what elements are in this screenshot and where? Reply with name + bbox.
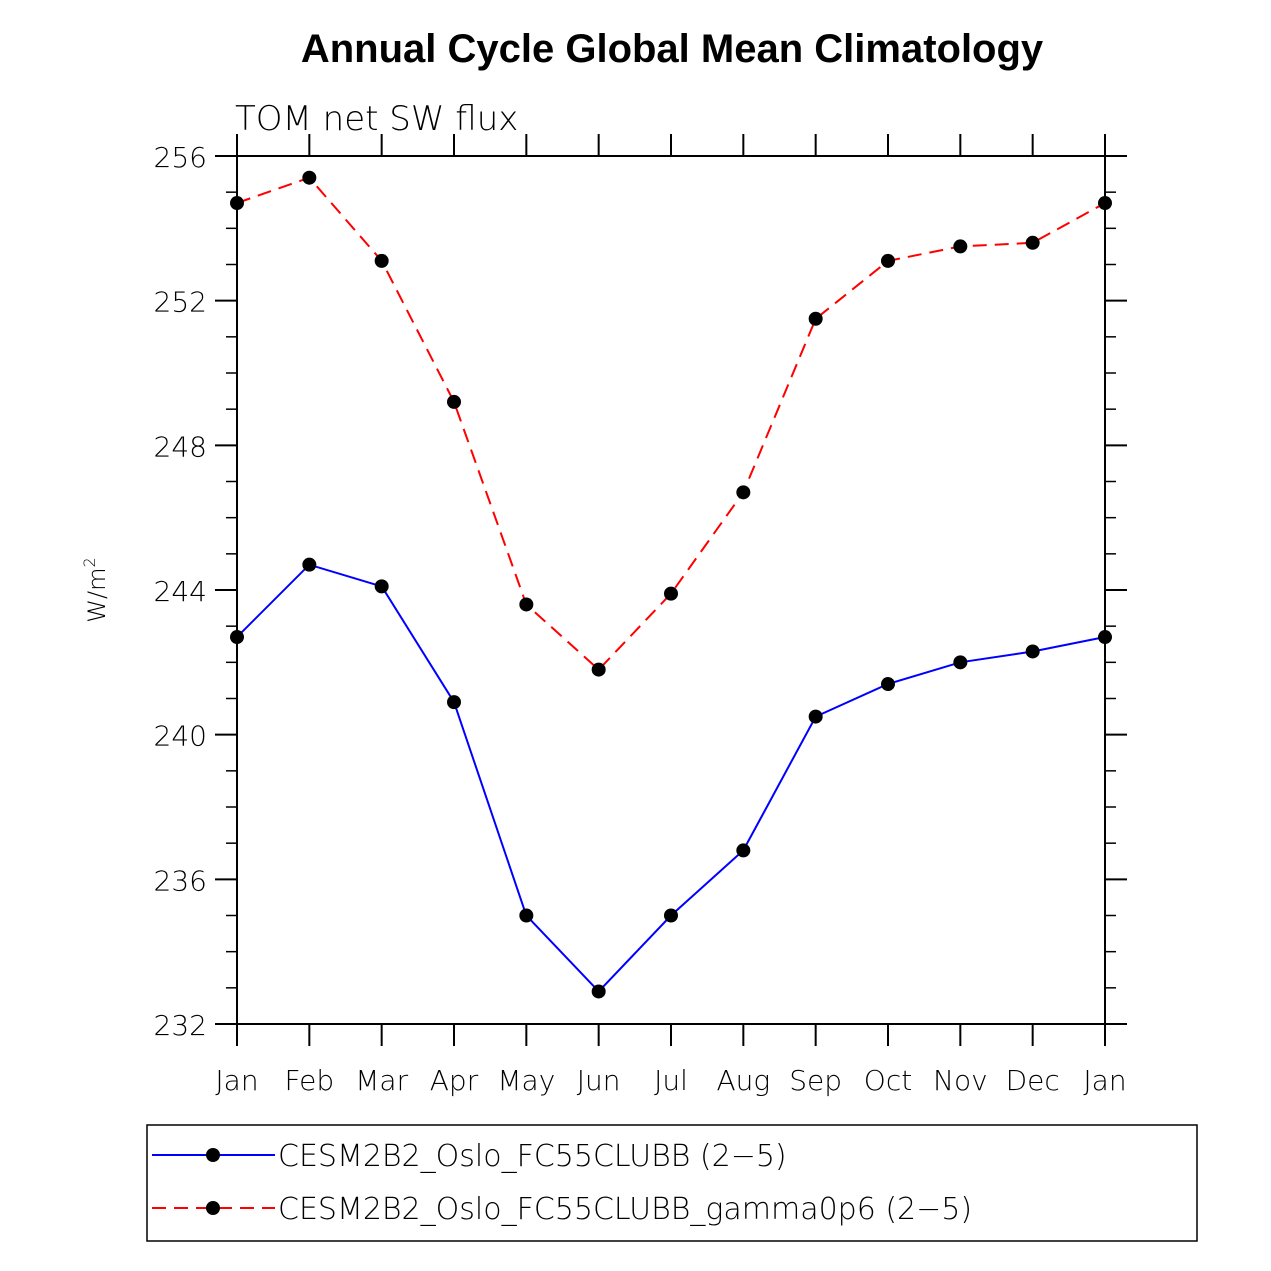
- y-tick-label: 252: [154, 286, 207, 319]
- chart-title: Annual Cycle Global Mean Climatology: [301, 27, 1044, 71]
- series-1-point: [302, 557, 317, 572]
- legend-box: [146, 1124, 1198, 1242]
- x-tick-label: Nov: [933, 1064, 988, 1097]
- series-1-point: [736, 843, 751, 858]
- series-1-point: [447, 695, 461, 710]
- series-line-1: [236, 563, 1106, 993]
- x-tick-label: Jan: [1083, 1064, 1126, 1097]
- series-2-point: [881, 253, 895, 268]
- series-2-point: [302, 170, 317, 185]
- x-tick-label: Jun: [577, 1064, 621, 1097]
- ticks-layer: [215, 134, 1127, 1046]
- series-1-point: [1098, 630, 1112, 645]
- svg-text:W/m2: W/m2: [80, 557, 111, 622]
- y-axis-label: W/m2: [80, 557, 111, 622]
- x-tick-label: Sep: [789, 1064, 842, 1097]
- y-tick-label: 244: [154, 575, 207, 608]
- series-2-point: [1098, 196, 1112, 211]
- x-tick-label: Aug: [716, 1064, 770, 1097]
- series-2-point: [808, 311, 823, 326]
- legend-label-series-2: CESM2B2_Oslo_FC55CLUBB_gamma0p6 (2−5): [278, 1192, 972, 1227]
- y-axis-label-superscript: 2: [80, 557, 99, 567]
- legend-marker-series-2: [206, 1201, 220, 1215]
- x-tick-label: Jul: [654, 1064, 688, 1097]
- series-2-point: [519, 597, 534, 612]
- lines-layer: [236, 176, 1106, 993]
- x-tick-label: Dec: [1006, 1064, 1060, 1097]
- series-1-point: [519, 908, 534, 923]
- series-1-point: [1025, 644, 1040, 659]
- series-1-point: [374, 579, 389, 594]
- legend: CESM2B2_Oslo_FC55CLUBB (2−5) CESM2B2_Osl…: [146, 1124, 1198, 1242]
- chart-subtitle: TOM net SW flux: [235, 99, 518, 139]
- x-tick-label: Feb: [285, 1064, 335, 1097]
- y-axis-label-base: W/m: [83, 567, 111, 622]
- series-2-point: [664, 586, 678, 601]
- series-2-point: [1025, 235, 1040, 250]
- series-1-point: [664, 908, 678, 923]
- legend-label-series-1: CESM2B2_Oslo_FC55CLUBB (2−5): [278, 1139, 787, 1174]
- y-tick-label: 248: [154, 430, 207, 463]
- y-tick-label: 256: [154, 141, 207, 174]
- x-tick-label: Mar: [355, 1064, 408, 1097]
- series-2-point: [736, 485, 751, 500]
- series-2-point: [591, 662, 606, 677]
- legend-marker-series-1: [206, 1148, 220, 1162]
- series-1-point: [230, 630, 244, 645]
- series-2-point: [374, 253, 389, 268]
- series-2-point: [230, 196, 244, 211]
- y-tick-label: 232: [154, 1009, 207, 1042]
- labels-layer: Jan Feb Mar Apr May Jun Jul Aug Sep Oct Nov Dec Jan2…: [154, 141, 1127, 1097]
- y-tick-label: 236: [154, 864, 207, 897]
- series-1-point: [591, 984, 606, 999]
- series-1-point: [808, 709, 823, 724]
- markers-layer: [230, 170, 1112, 999]
- x-tick-label: Jan: [215, 1064, 258, 1097]
- y-tick-label: 240: [154, 720, 207, 753]
- x-tick-label: Oct: [864, 1064, 912, 1097]
- x-tick-label: Apr: [430, 1064, 479, 1097]
- x-tick-label: May: [497, 1064, 555, 1097]
- series-2-point: [447, 394, 461, 409]
- series-1-point: [881, 677, 895, 692]
- series-2-point: [953, 239, 968, 254]
- series-1-point: [953, 655, 968, 670]
